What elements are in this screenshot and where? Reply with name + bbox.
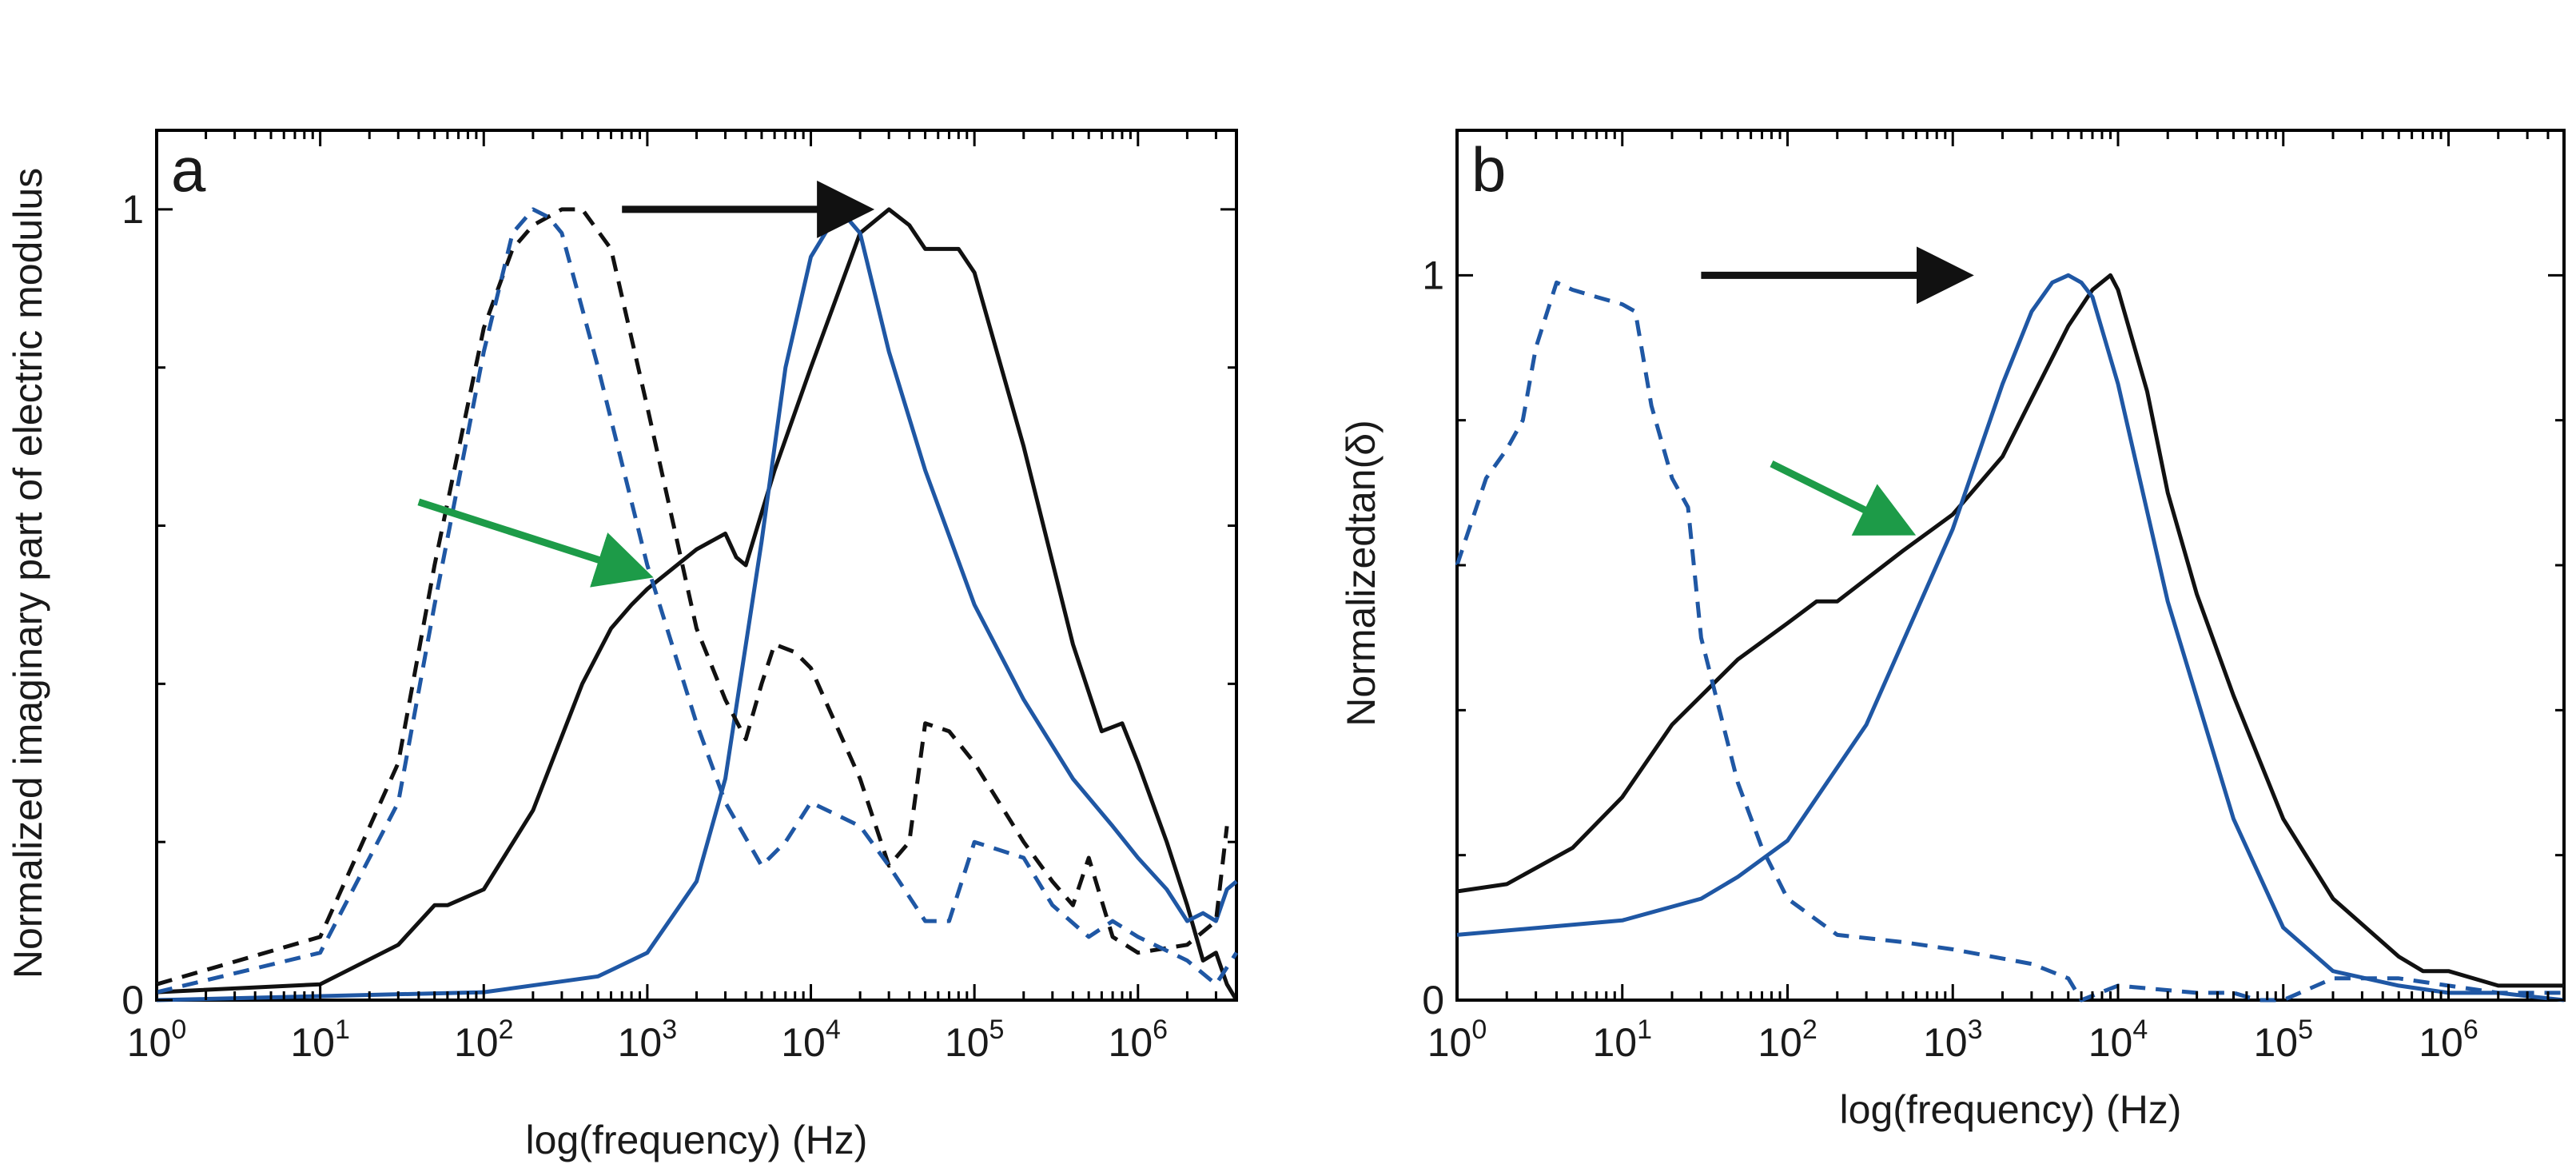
x-tick-label: 103 — [618, 1015, 678, 1065]
x-tick-label: 103 — [1923, 1015, 1983, 1065]
series-line-2 — [156, 207, 1238, 1003]
x-tick-label: 102 — [1758, 1015, 1818, 1065]
green-arrow — [1770, 460, 1917, 536]
series-line-4 — [156, 207, 1239, 995]
x-tick-label: 106 — [2419, 1015, 2478, 1065]
series-line-2 — [1456, 273, 2565, 1003]
series-line-3 — [1455, 280, 2564, 1003]
x-tick-label: 101 — [1592, 1015, 1652, 1065]
series-line-3 — [156, 207, 1229, 987]
y-tick-label: 1 — [1422, 253, 1444, 297]
x-axis-label: log(frequency) (Hz) — [526, 1118, 868, 1162]
y-tick-label: 0 — [1422, 978, 1444, 1023]
x-axis-label: log(frequency) (Hz) — [1840, 1087, 2182, 1132]
x-tick-label: 104 — [781, 1015, 841, 1065]
x-tick-label: 105 — [945, 1015, 1005, 1065]
y-axis-label: Normalized imaginary part of electric mo… — [6, 168, 50, 979]
y-tick-label: 0 — [121, 978, 144, 1023]
plot-frame — [1455, 129, 2566, 1002]
green-arrow — [417, 498, 654, 588]
x-tick-label: 100 — [127, 1015, 187, 1065]
panel-label: a — [171, 134, 206, 205]
series-line-1 — [1456, 273, 2564, 988]
chart-panel-a: 100 101 102 103 104 105 106 0 1a log(frequency) (… — [6, 129, 1239, 1162]
plot-frame — [155, 129, 1238, 1002]
y-tick-label: 1 — [121, 187, 144, 232]
x-tick-label: 102 — [454, 1015, 514, 1065]
panel-label: b — [1471, 134, 1506, 205]
x-tick-label: 105 — [2253, 1015, 2313, 1065]
x-tick-label: 104 — [2088, 1015, 2148, 1065]
x-tick-label: 101 — [290, 1015, 350, 1065]
x-tick-label: 100 — [1427, 1015, 1487, 1065]
chart-panel-b: 100 101 102 103 104 105 106 0 1 b log(frequency) (… — [1339, 129, 2566, 1132]
y-axis-label: Normalizedtan(δ) — [1339, 420, 1384, 727]
x-tick-label: 106 — [1109, 1015, 1169, 1065]
